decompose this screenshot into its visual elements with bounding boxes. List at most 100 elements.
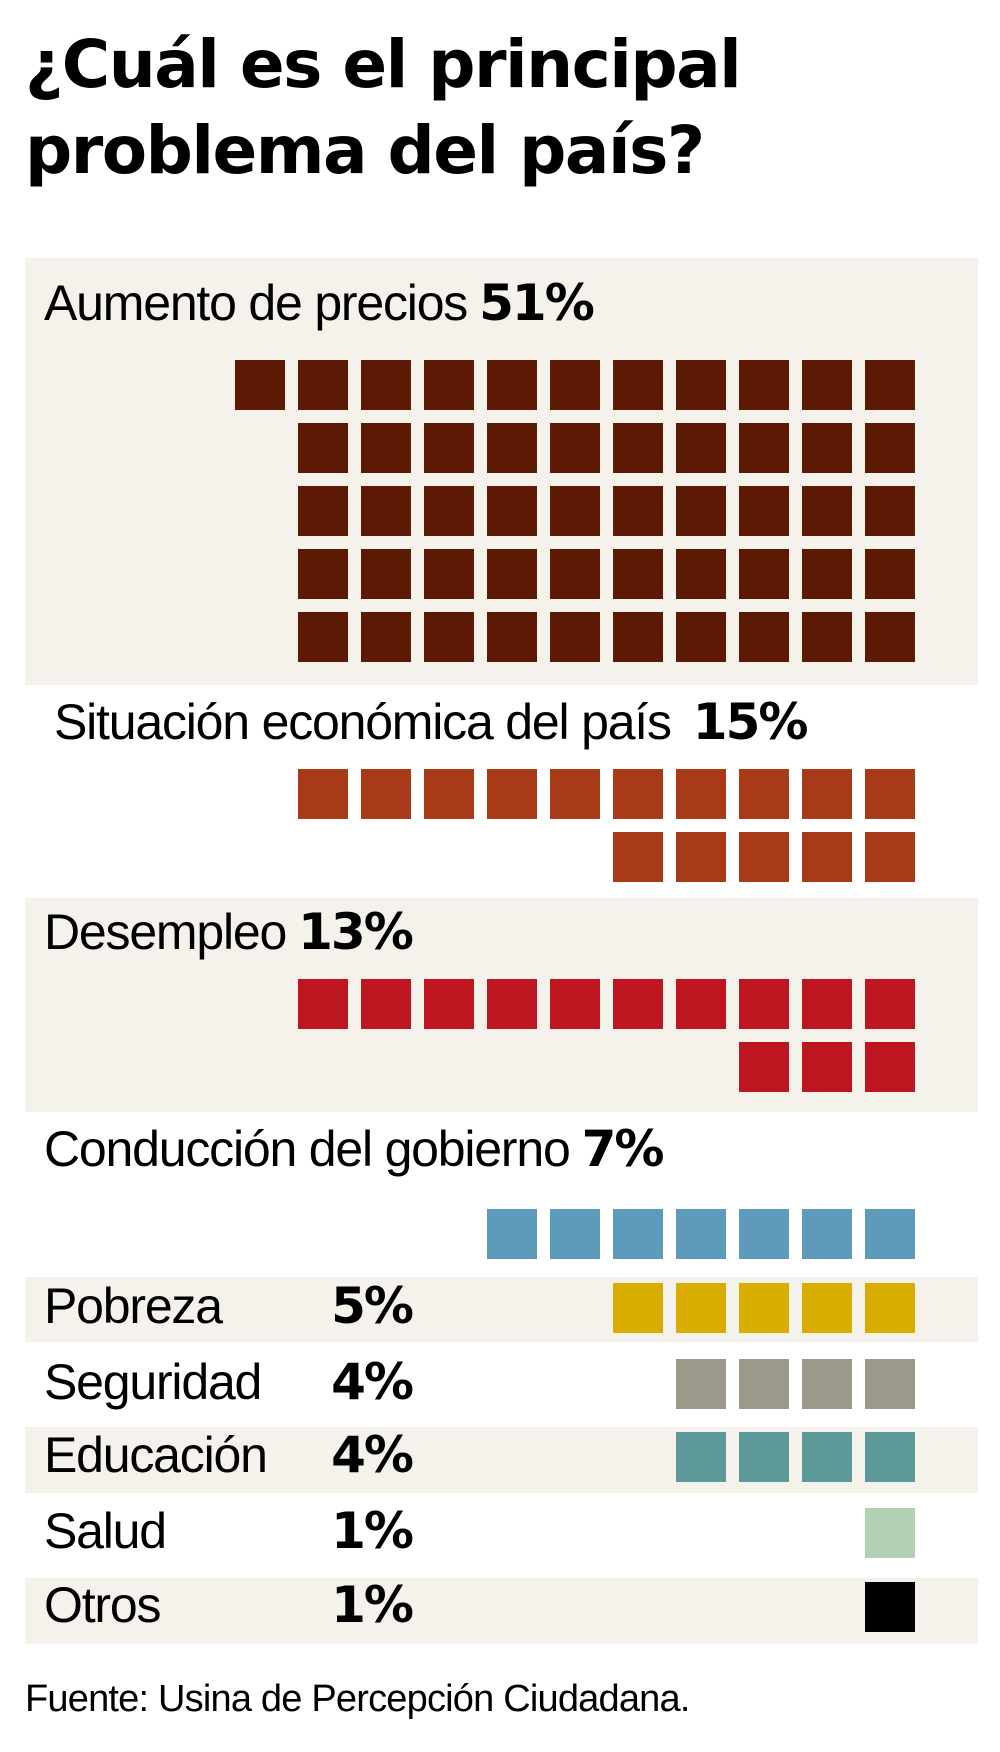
row-band-otros [25,1578,978,1644]
percent-label-situacion-economica-del-pais: 15% [692,693,809,751]
waffle-square-aumento-de-precios [739,549,789,599]
waffle-square-aumento-de-precios [298,360,348,410]
waffle-square-pobreza [739,1283,789,1333]
waffle-square-situacion-economica-del-pais [802,769,852,819]
waffle-square-aumento-de-precios [487,486,537,536]
chart-title: ¿Cuál es el principal problema del país? [25,22,975,194]
waffle-square-conduccion-del-gobierno [487,1209,537,1259]
waffle-square-aumento-de-precios [361,549,411,599]
waffle-square-desempleo [865,1042,915,1092]
waffle-square-aumento-de-precios [613,612,663,662]
waffle-square-situacion-economica-del-pais [424,769,474,819]
category-name: Educación [44,1427,268,1483]
waffle-square-aumento-de-precios [487,549,537,599]
category-name: Pobreza [44,1278,223,1334]
percent-label-salud: 1% [331,1502,414,1560]
waffle-square-pobreza [802,1283,852,1333]
percent-label-pobreza: 5% [331,1277,414,1335]
waffle-square-aumento-de-precios [802,549,852,599]
percent-label-conduccion-del-gobierno: 7% [581,1120,665,1178]
waffle-square-desempleo [424,979,474,1029]
waffle-square-aumento-de-precios [802,486,852,536]
waffle-square-aumento-de-precios [298,549,348,599]
waffle-square-situacion-economica-del-pais [739,769,789,819]
waffle-square-aumento-de-precios [550,549,600,599]
percent-label-desempleo: 13% [298,903,414,961]
waffle-square-otros [865,1582,915,1632]
waffle-square-educacion [739,1432,789,1482]
category-name: Salud [44,1503,167,1559]
waffle-square-aumento-de-precios [550,612,600,662]
percent-label-educacion: 4% [331,1426,414,1484]
waffle-square-situacion-economica-del-pais [613,832,663,882]
waffle-square-situacion-economica-del-pais [676,832,726,882]
waffle-square-aumento-de-precios [739,612,789,662]
waffle-square-desempleo [613,979,663,1029]
waffle-square-aumento-de-precios [739,423,789,473]
category-label-pobreza: Pobreza [44,1277,223,1335]
waffle-square-aumento-de-precios [676,360,726,410]
waffle-square-aumento-de-precios [802,612,852,662]
waffle-square-conduccion-del-gobierno [739,1209,789,1259]
waffle-square-aumento-de-precios [361,486,411,536]
waffle-square-situacion-economica-del-pais [361,769,411,819]
waffle-square-aumento-de-precios [550,423,600,473]
category-name: Desempleo [44,904,287,960]
waffle-square-aumento-de-precios [298,423,348,473]
waffle-square-aumento-de-precios [424,549,474,599]
waffle-square-conduccion-del-gobierno [676,1209,726,1259]
waffle-square-pobreza [865,1283,915,1333]
waffle-square-educacion [676,1432,726,1482]
waffle-square-aumento-de-precios [802,360,852,410]
category-label-otros: Otros [44,1576,161,1634]
waffle-square-desempleo [361,979,411,1029]
waffle-square-aumento-de-precios [739,360,789,410]
category-label-desempleo: Desempleo 13% [44,903,414,961]
waffle-square-aumento-de-precios [865,423,915,473]
waffle-square-situacion-economica-del-pais [298,769,348,819]
category-label-seguridad: Seguridad [44,1353,262,1411]
waffle-square-aumento-de-precios [865,612,915,662]
waffle-square-seguridad [676,1359,726,1409]
waffle-square-aumento-de-precios [361,423,411,473]
waffle-square-aumento-de-precios [550,486,600,536]
waffle-square-pobreza [613,1283,663,1333]
waffle-square-aumento-de-precios [739,486,789,536]
waffle-square-aumento-de-precios [676,486,726,536]
waffle-square-aumento-de-precios [361,612,411,662]
waffle-square-conduccion-del-gobierno [550,1209,600,1259]
waffle-square-aumento-de-precios [613,549,663,599]
waffle-square-educacion [865,1432,915,1482]
percent-label-otros: 1% [331,1576,414,1634]
waffle-square-seguridad [802,1359,852,1409]
waffle-square-desempleo [802,979,852,1029]
waffle-square-desempleo [676,979,726,1029]
waffle-square-aumento-de-precios [802,423,852,473]
title-line-1: ¿Cuál es el principal [25,26,742,103]
category-name: Aumento de precios [44,275,468,331]
waffle-square-situacion-economica-del-pais [487,769,537,819]
waffle-square-salud [865,1508,915,1558]
waffle-square-situacion-economica-del-pais [865,832,915,882]
waffle-square-aumento-de-precios [487,612,537,662]
waffle-square-aumento-de-precios [865,360,915,410]
waffle-square-aumento-de-precios [361,360,411,410]
category-label-situacion-economica-del-pais: Situación económica del país 15% [54,693,809,751]
waffle-square-aumento-de-precios [865,486,915,536]
title-line-2: problema del país? [25,112,705,189]
waffle-square-conduccion-del-gobierno [865,1209,915,1259]
waffle-square-seguridad [739,1359,789,1409]
waffle-square-desempleo [865,979,915,1029]
waffle-square-aumento-de-precios [865,549,915,599]
waffle-square-desempleo [739,979,789,1029]
waffle-square-aumento-de-precios [676,423,726,473]
waffle-square-desempleo [802,1042,852,1092]
waffle-square-aumento-de-precios [424,486,474,536]
category-label-educacion: Educación [44,1426,268,1484]
waffle-square-desempleo [550,979,600,1029]
waffle-square-aumento-de-precios [550,360,600,410]
category-name: Seguridad [44,1354,262,1410]
waffle-square-aumento-de-precios [424,423,474,473]
waffle-square-aumento-de-precios [487,360,537,410]
waffle-square-aumento-de-precios [676,612,726,662]
